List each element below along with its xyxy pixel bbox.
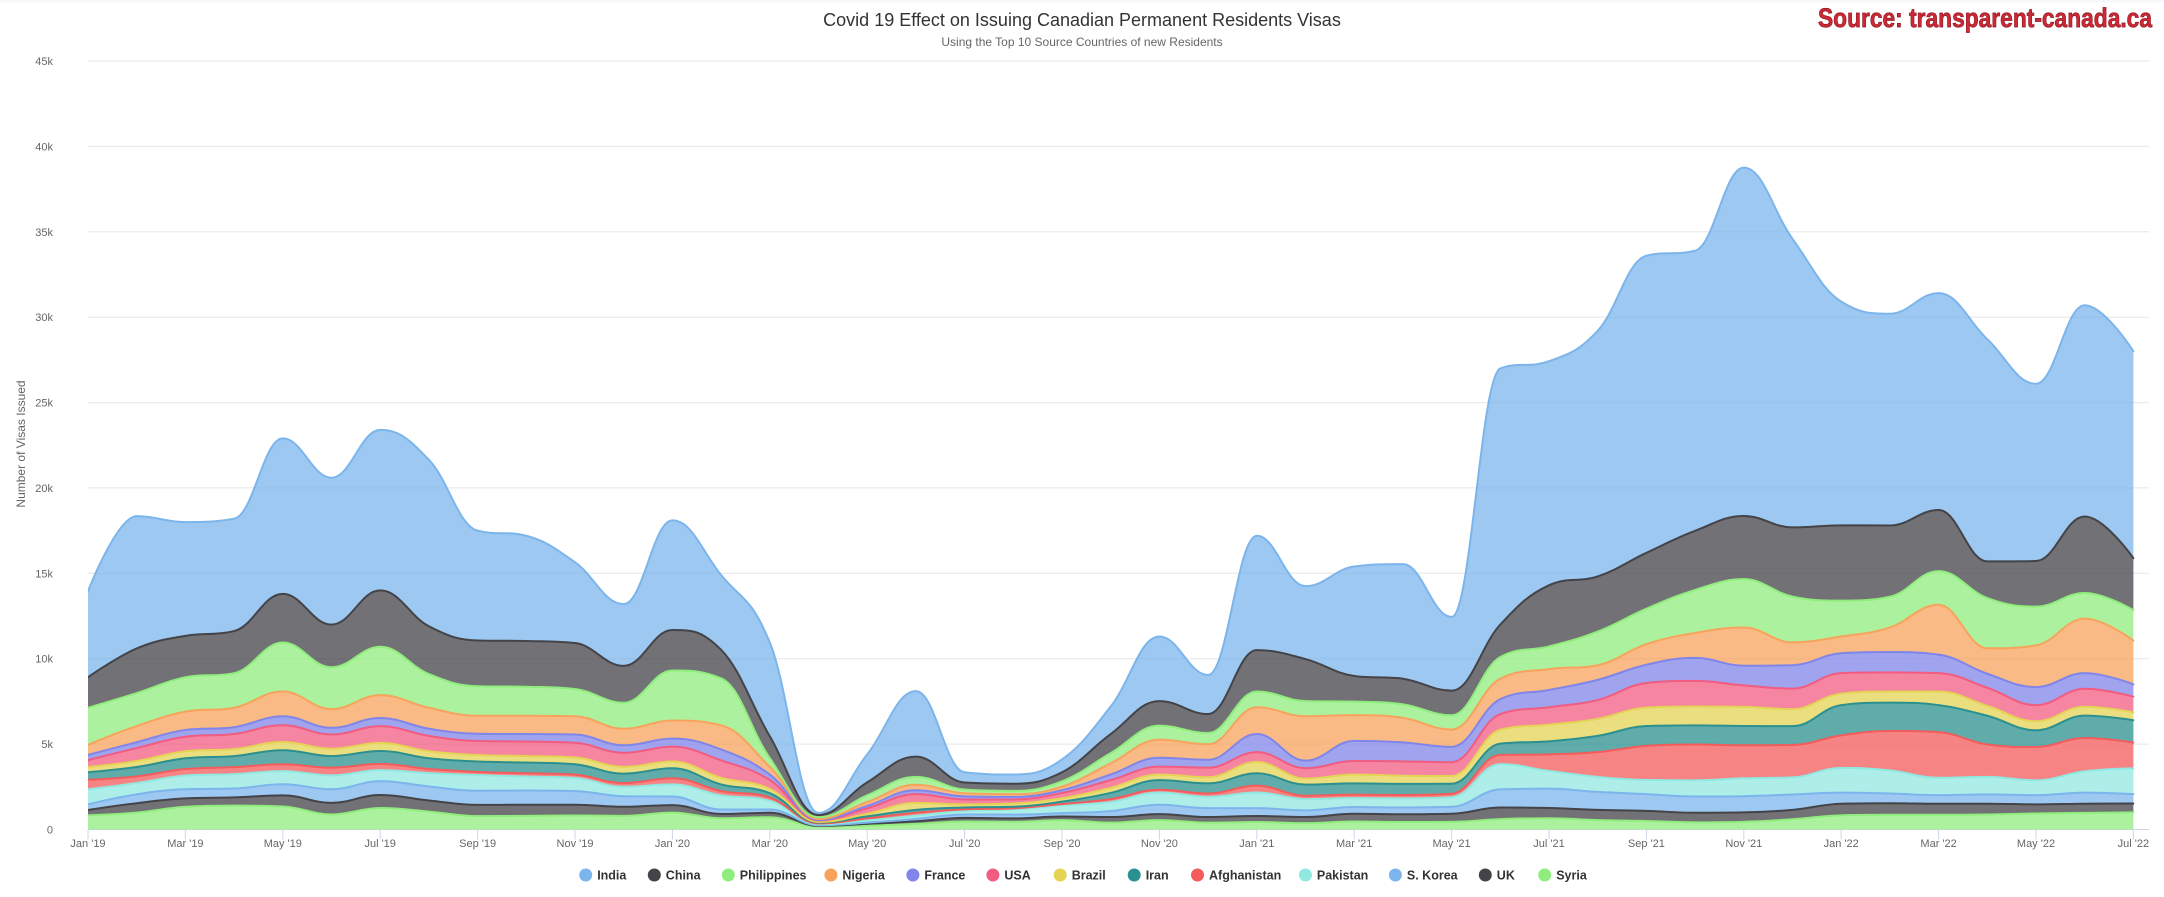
svg-text:Mar '22: Mar '22: [1920, 838, 1956, 850]
svg-text:Jul '21: Jul '21: [1533, 838, 1564, 850]
svg-text:Nov '20: Nov '20: [1141, 838, 1178, 850]
svg-text:Source: transparent-canada.ca: Source: transparent-canada.ca: [1818, 3, 2152, 33]
svg-text:Jul '22: Jul '22: [2118, 838, 2149, 850]
svg-text:30k: 30k: [35, 312, 53, 324]
svg-text:Brazil: Brazil: [1072, 869, 1106, 883]
svg-text:35k: 35k: [35, 227, 53, 239]
svg-text:10k: 10k: [35, 654, 53, 666]
svg-text:Nov '21: Nov '21: [1725, 838, 1762, 850]
svg-text:Covid 19 Effect on Issuing Can: Covid 19 Effect on Issuing Canadian Perm…: [823, 10, 1341, 30]
svg-text:China: China: [666, 869, 702, 883]
svg-text:May '19: May '19: [264, 838, 302, 850]
svg-text:Using the Top 10 Source Countr: Using the Top 10 Source Countries of new…: [941, 35, 1222, 49]
svg-text:Mar '19: Mar '19: [167, 838, 203, 850]
svg-text:0: 0: [47, 825, 53, 837]
svg-text:Jan '20: Jan '20: [655, 838, 690, 850]
svg-text:Afghanistan: Afghanistan: [1209, 869, 1281, 883]
svg-text:Nov '19: Nov '19: [557, 838, 594, 850]
svg-text:25k: 25k: [35, 398, 53, 410]
svg-text:Number of Visas Issued: Number of Visas Issued: [14, 380, 28, 507]
svg-text:Sep '21: Sep '21: [1628, 838, 1665, 850]
svg-text:May '22: May '22: [2017, 838, 2055, 850]
svg-text:Jan '19: Jan '19: [70, 838, 105, 850]
svg-text:Mar '21: Mar '21: [1336, 838, 1372, 850]
svg-text:Sep '20: Sep '20: [1044, 838, 1081, 850]
svg-text:Syria: Syria: [1556, 869, 1588, 883]
svg-text:India: India: [597, 869, 627, 883]
svg-text:Pakistan: Pakistan: [1317, 869, 1368, 883]
svg-text:Iran: Iran: [1146, 869, 1169, 883]
svg-text:Jul '20: Jul '20: [949, 838, 980, 850]
svg-text:Jan '21: Jan '21: [1239, 838, 1274, 850]
svg-text:Mar '20: Mar '20: [752, 838, 788, 850]
svg-text:Sep '19: Sep '19: [459, 838, 496, 850]
svg-text:15k: 15k: [35, 568, 53, 580]
svg-text:5k: 5k: [41, 739, 53, 751]
svg-text:UK: UK: [1497, 869, 1515, 883]
svg-text:40k: 40k: [35, 141, 53, 153]
svg-text:May '20: May '20: [848, 838, 886, 850]
svg-text:Jul '19: Jul '19: [364, 838, 395, 850]
svg-text:Philippines: Philippines: [740, 869, 807, 883]
svg-text:May '21: May '21: [1433, 838, 1471, 850]
svg-text:20k: 20k: [35, 483, 53, 495]
svg-text:S. Korea: S. Korea: [1407, 869, 1459, 883]
svg-text:45k: 45k: [35, 56, 53, 68]
svg-text:France: France: [924, 869, 965, 883]
svg-text:USA: USA: [1004, 869, 1030, 883]
svg-text:Jan '22: Jan '22: [1824, 838, 1859, 850]
svg-text:Nigeria: Nigeria: [842, 869, 885, 883]
